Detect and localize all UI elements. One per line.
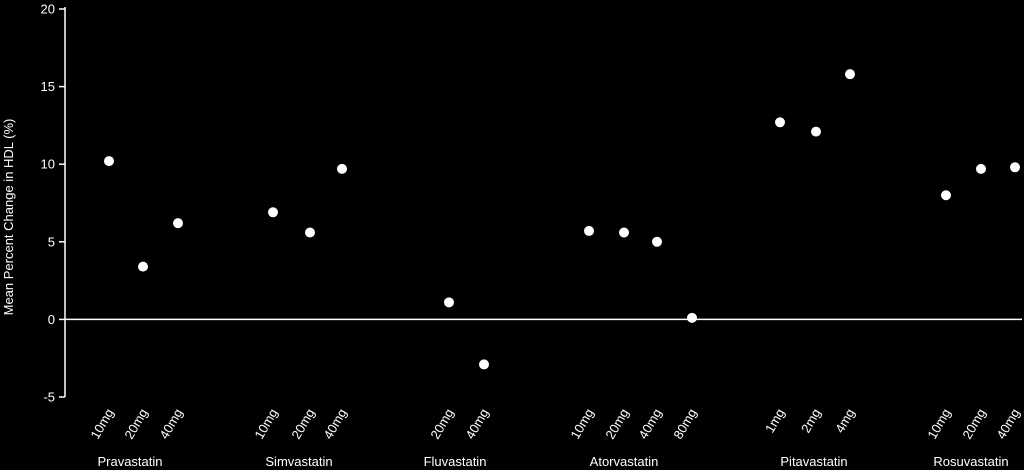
group-label: Simvastatin — [265, 454, 332, 469]
group-label: Fluvastatin — [424, 454, 487, 469]
dose-label: 10mg — [924, 406, 953, 442]
dose-label: 40mg — [156, 406, 185, 442]
data-point — [845, 69, 855, 80]
dose-label: 1mg — [762, 406, 788, 435]
dose-label: 20mg — [602, 406, 631, 442]
data-point — [444, 297, 454, 308]
dose-label: 20mg — [959, 406, 988, 442]
data-point — [811, 126, 821, 137]
data-point — [941, 190, 951, 201]
data-point — [976, 163, 986, 174]
data-point — [268, 207, 278, 218]
data-points — [104, 69, 1020, 370]
y-tick-label: 15 — [41, 79, 55, 94]
dose-label: 40mg — [320, 406, 349, 442]
data-point — [337, 163, 347, 174]
data-point — [138, 261, 148, 272]
dose-label: 4mg — [832, 406, 858, 435]
y-tick-label: 20 — [41, 2, 55, 17]
y-tick-label: 5 — [48, 234, 55, 249]
dose-label: 2mg — [798, 406, 824, 435]
y-axis-title: Mean Percent Change in HDL (%) — [1, 119, 16, 316]
dose-label: 10mg — [251, 406, 280, 442]
dose-label: 20mg — [288, 406, 317, 442]
y-tick-label: 10 — [41, 157, 55, 172]
group-label: Pravastatin — [97, 454, 162, 469]
dose-label: 40mg — [635, 406, 664, 442]
data-point — [584, 225, 594, 236]
dose-label: 20mg — [121, 406, 150, 442]
dose-label: 20mg — [427, 406, 456, 442]
data-point — [775, 117, 785, 128]
data-point — [1010, 162, 1020, 173]
dose-label: 40mg — [462, 406, 491, 442]
group-label: Atorvastatin — [590, 454, 659, 469]
group-label: Pitavastatin — [780, 454, 847, 469]
data-point — [479, 359, 489, 370]
y-tick-label: 0 — [48, 312, 55, 327]
dose-label: 10mg — [567, 406, 596, 442]
dose-label: 10mg — [87, 406, 116, 442]
y-tick-label: -5 — [43, 390, 55, 405]
dose-label: 80mg — [670, 406, 699, 442]
y-axis: -5 0 5 10 15 20 Mean Percent Change in HDL (%) — [1, 2, 1022, 405]
data-point — [687, 312, 697, 323]
data-point — [104, 156, 114, 167]
data-point — [619, 227, 629, 238]
group-label: Rosuvastatin — [933, 454, 1008, 469]
dose-label: 40mg — [993, 406, 1022, 442]
data-point — [173, 218, 183, 229]
data-point — [652, 236, 662, 247]
data-point — [305, 227, 315, 238]
